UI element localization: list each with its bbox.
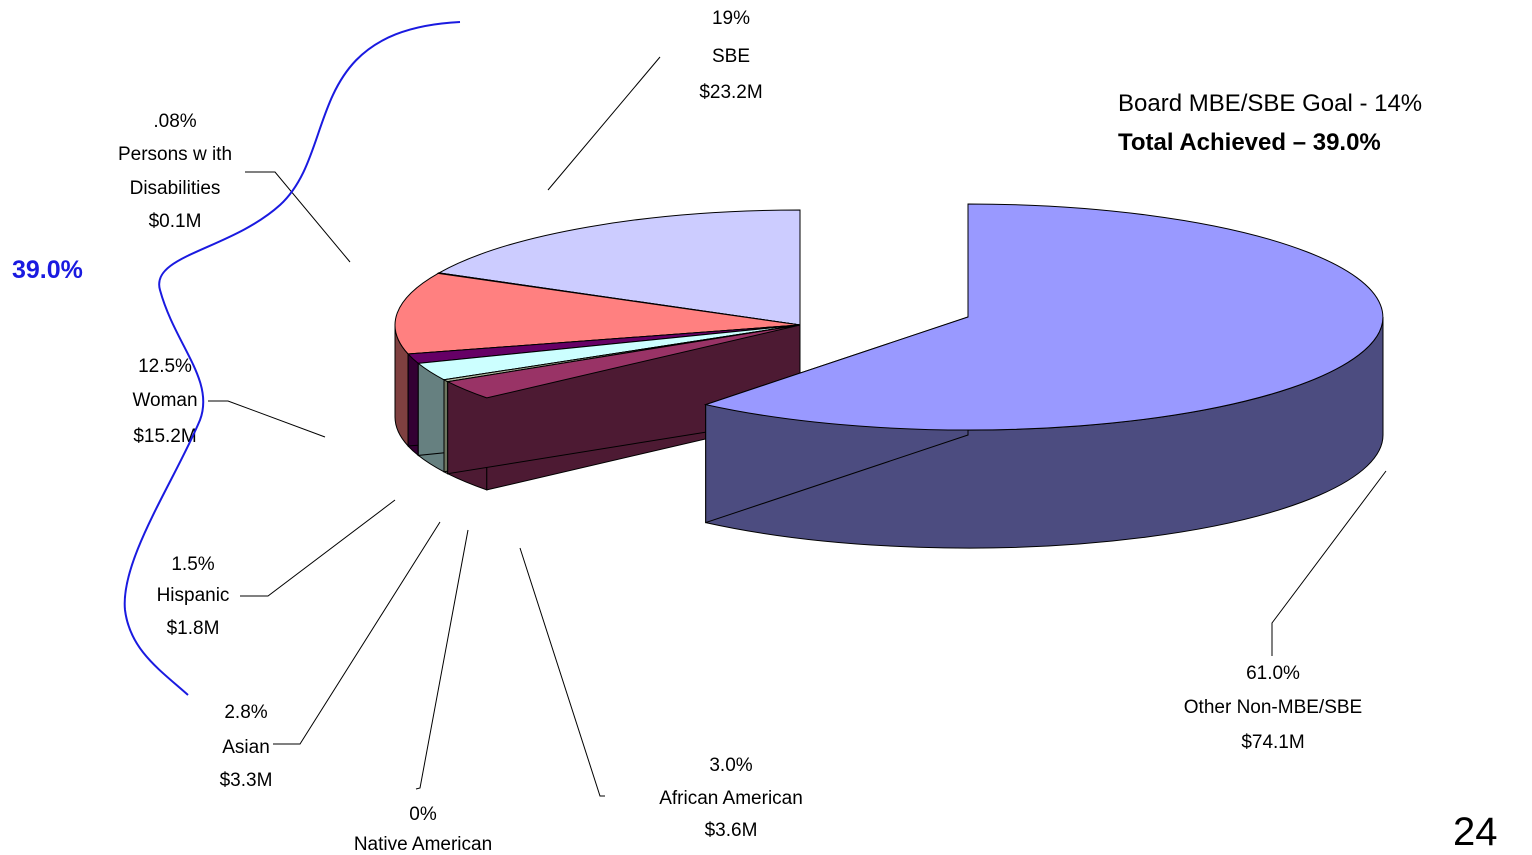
bracket-39-percent	[123, 21, 461, 696]
label-asian-1: Asian	[222, 737, 270, 758]
goal-text: Board MBE/SBE Goal - 14%	[1118, 90, 1422, 117]
slice-labels: 61.0% Other Non-MBE/SBE $74.1M 19% SBE $23.2M…	[118, 8, 1362, 855]
label-hispanic-2: $1.8M	[167, 618, 220, 639]
label-persons-w-ith-disabilities-0: .08%	[153, 111, 196, 132]
pie-slices	[394, 203, 1384, 549]
label-african-american-0: 3.0%	[709, 755, 752, 776]
leader-asian	[273, 521, 441, 745]
label-persons-w-ith-disabilities-2: Disabilities	[130, 178, 221, 199]
leader-woman	[208, 400, 326, 438]
label-hispanic-1: Hispanic	[157, 585, 230, 606]
label-persons-w-ith-disabilities-3: $0.1M	[149, 211, 202, 232]
label-other-non-mbe-sbe-0: 61.0%	[1246, 663, 1300, 684]
label-persons-w-ith-disabilities-1: Persons w ith	[118, 144, 232, 165]
leader-lines	[208, 56, 1387, 797]
leader-other-non-mbe-sbe	[1271, 470, 1387, 656]
leader-hispanic	[240, 499, 396, 597]
slice-african-american-top	[446, 324, 801, 399]
label-sbe-2: $23.2M	[699, 82, 762, 103]
label-native-american-0: 0%	[409, 804, 437, 825]
label-other-non-mbe-sbe-2: $74.1M	[1241, 732, 1304, 753]
slice-woman-top	[394, 272, 801, 355]
label-other-non-mbe-sbe-1: Other Non-MBE/SBE	[1184, 697, 1362, 718]
label-woman-2: $15.2M	[133, 426, 196, 447]
achieved-text: Total Achieved – 39.0%	[1118, 129, 1381, 156]
label-woman-0: 12.5%	[138, 356, 192, 377]
bracket-label: 39.0%	[12, 256, 83, 284]
leader-persons-w-ith-disabilities	[245, 171, 351, 263]
label-asian-0: 2.8%	[224, 702, 267, 723]
label-sbe-0: 19%	[712, 8, 750, 29]
slice-sbe-top	[437, 209, 801, 326]
label-asian-2: $3.3M	[220, 770, 273, 791]
slice-other-non-mbe-sbe-top	[703, 203, 1384, 431]
label-native-american-1: Native American	[354, 834, 492, 855]
label-woman-1: Woman	[132, 390, 197, 411]
leader-african-american	[519, 547, 605, 797]
page-number: 24	[1453, 810, 1498, 854]
label-african-american-1: African American	[659, 788, 803, 809]
leader-sbe	[547, 56, 661, 191]
leader-native-american	[415, 529, 469, 790]
label-african-american-2: $3.6M	[705, 820, 758, 841]
label-hispanic-0: 1.5%	[171, 554, 214, 575]
label-sbe-1: SBE	[712, 46, 750, 67]
